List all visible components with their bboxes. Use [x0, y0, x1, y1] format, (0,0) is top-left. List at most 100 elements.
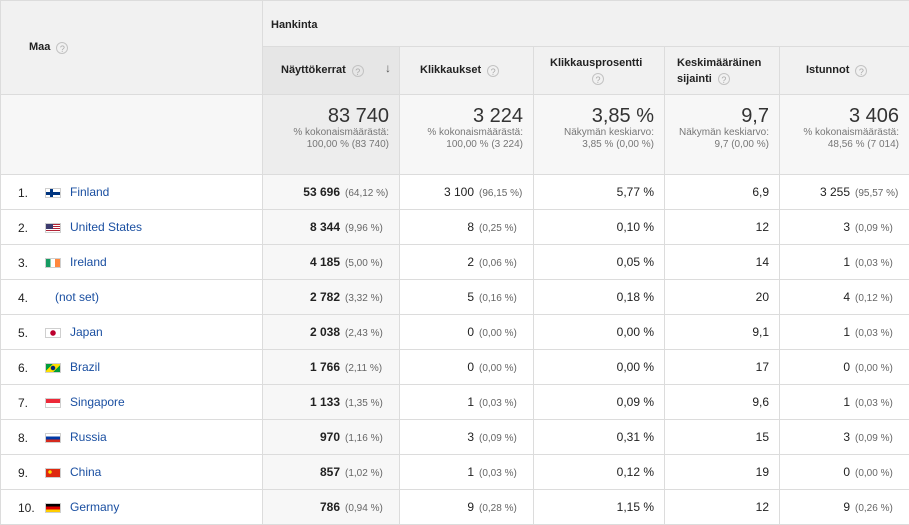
- clicks-percent: (0,09 %): [479, 433, 523, 444]
- table-row: 6. Brazil 1 766(2,11 %) 0(0,00 %) 0,00 %…: [1, 350, 909, 385]
- impressions-percent: (64,12 %): [345, 188, 389, 199]
- impressions-value: 4 185: [310, 255, 340, 269]
- country-cell: 7. Singapore: [1, 385, 263, 420]
- clicks-percent: (0,25 %): [479, 223, 523, 234]
- clicks-value: 8: [467, 220, 474, 234]
- help-icon[interactable]: ?: [487, 65, 499, 77]
- country-cell: 4. (not set): [1, 280, 263, 315]
- avg-position-value: 12: [756, 220, 769, 234]
- ctr-value: 0,10 %: [617, 220, 654, 234]
- sessions-cell: 1 (0,03 %): [780, 385, 909, 420]
- sessions-value: 3 255: [820, 185, 850, 199]
- sessions-cell: 0(0,00 %): [780, 455, 909, 490]
- avg-position-cell: 9,1: [665, 315, 780, 350]
- country-link[interactable]: (not set): [55, 290, 99, 304]
- impressions-cell: 8 344(9,96 %): [263, 210, 400, 245]
- column-header-ctr[interactable]: Klikkausprosentti?: [534, 47, 665, 95]
- country-link[interactable]: Japan: [70, 325, 103, 339]
- clicks-cell: 1(0,03 %): [400, 385, 534, 420]
- metric-group-label: Hankinta: [271, 19, 317, 31]
- avg-position-cell: 17: [665, 350, 780, 385]
- table-row: 3. Ireland 4 185(5,00 %) 2(0,06 %) 0,05 …: [1, 245, 909, 280]
- country-link[interactable]: United States: [70, 220, 142, 234]
- clicks-percent: (0,00 %): [479, 363, 523, 374]
- column-label: Näyttökerrat: [281, 64, 346, 76]
- table-row: 9. China 857(1,02 %) 1(0,03 %) 0,12 % 19…: [1, 455, 909, 490]
- country-link[interactable]: Singapore: [70, 395, 125, 409]
- sessions-cell: 1 (0,03 %): [780, 245, 909, 280]
- sessions-value: 1: [843, 255, 850, 269]
- column-header-impressions[interactable]: Näyttökerrat? ↓: [263, 47, 400, 95]
- help-icon[interactable]: ?: [855, 65, 867, 77]
- ctr-cell: 0,12 %: [534, 455, 665, 490]
- metric-group-header: Hankinta: [263, 1, 909, 47]
- dimension-header[interactable]: Maa?: [1, 1, 263, 95]
- total-value: 9,7: [673, 105, 769, 127]
- impressions-percent: (1,02 %): [345, 468, 389, 479]
- sessions-percent: (0,00 %): [855, 363, 899, 374]
- sessions-percent: (0,03 %): [855, 258, 899, 269]
- avg-position-cell: 6,9: [665, 175, 780, 210]
- clicks-percent: (0,16 %): [479, 293, 523, 304]
- column-header-avg-position[interactable]: Keskimääräinen sijainti?: [665, 47, 780, 95]
- country-cell: 5. Japan: [1, 315, 263, 350]
- ireland-flag-icon: [45, 258, 61, 268]
- country-cell: 2. United States: [1, 210, 263, 245]
- table-row: 4. (not set) 2 782(3,32 %) 5(0,16 %) 0,1…: [1, 280, 909, 315]
- ctr-value: 0,18 %: [617, 290, 654, 304]
- clicks-value: 9: [467, 500, 474, 514]
- total-note: % kokonaismäärästä: 48,56 % (7 014): [788, 127, 899, 151]
- total-value: 3,85 %: [542, 105, 654, 127]
- sessions-value: 1: [843, 395, 850, 409]
- total-sessions: 3 406% kokonaismäärästä: 48,56 % (7 014): [780, 95, 909, 175]
- ctr-value: 1,15 %: [617, 500, 654, 514]
- impressions-percent: (5,00 %): [345, 258, 389, 269]
- avg-position-cell: 14: [665, 245, 780, 280]
- country-cell: 9. China: [1, 455, 263, 490]
- clicks-percent: (0,00 %): [479, 328, 523, 339]
- impressions-value: 1 766: [310, 360, 340, 374]
- impressions-cell: 857(1,02 %): [263, 455, 400, 490]
- ctr-cell: 0,31 %: [534, 420, 665, 455]
- clicks-value: 5: [467, 290, 474, 304]
- sort-descending-icon[interactable]: ↓: [385, 61, 391, 75]
- sessions-percent: (0,03 %): [855, 398, 899, 409]
- column-header-sessions[interactable]: Istunnot?: [780, 47, 909, 95]
- country-link[interactable]: Finland: [70, 185, 109, 199]
- sessions-cell: 4(0,12 %): [780, 280, 909, 315]
- sessions-percent: (95,57 %): [855, 188, 899, 199]
- brazil-flag-icon: [45, 363, 61, 373]
- china-flag-icon: [45, 468, 61, 478]
- total-note: Näkymän keskiarvo: 9,7 (0,00 %): [673, 127, 769, 151]
- sessions-cell: 3 255 (95,57 %): [780, 175, 909, 210]
- country-link[interactable]: China: [70, 465, 101, 479]
- germany-flag-icon: [45, 503, 61, 513]
- table-row: 1. Finland 53 696(64,12 %) 3 100(96,15 %…: [1, 175, 909, 210]
- japan-flag-icon: [45, 328, 61, 338]
- country-link[interactable]: Germany: [70, 500, 119, 514]
- impressions-percent: (2,11 %): [345, 363, 389, 374]
- help-icon[interactable]: ?: [56, 42, 68, 54]
- help-icon[interactable]: ?: [352, 65, 364, 77]
- country-link[interactable]: Brazil: [70, 360, 100, 374]
- country-link[interactable]: Ireland: [70, 255, 107, 269]
- clicks-percent: (0,06 %): [479, 258, 523, 269]
- sessions-cell: 3(0,09 %): [780, 210, 909, 245]
- avg-position-value: 6,9: [752, 185, 769, 199]
- total-note: % kokonaismäärästä: 100,00 % (83 740): [271, 127, 389, 151]
- help-icon[interactable]: ?: [718, 73, 730, 85]
- help-icon[interactable]: ?: [592, 73, 604, 85]
- impressions-value: 2 038: [310, 325, 340, 339]
- avg-position-value: 19: [756, 465, 769, 479]
- clicks-percent: (0,03 %): [479, 468, 523, 479]
- sessions-percent: (0,03 %): [855, 328, 899, 339]
- country-link[interactable]: Russia: [70, 430, 107, 444]
- ctr-cell: 0,00 %: [534, 350, 665, 385]
- united-states-flag-icon: [45, 223, 61, 233]
- table-row: 2. United States 8 344(9,96 %) 8 (0,25 %)…: [1, 210, 909, 245]
- country-cell: 6. Brazil: [1, 350, 263, 385]
- column-header-clicks[interactable]: Klikkaukset?: [400, 47, 534, 95]
- clicks-cell: 3(0,09 %): [400, 420, 534, 455]
